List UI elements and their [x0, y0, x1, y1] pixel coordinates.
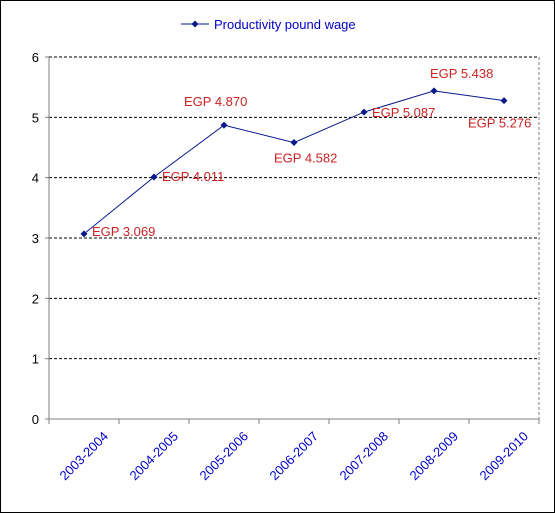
axes [45, 56, 540, 424]
x-tick-label-2003-2004: 2003-2004 [57, 429, 112, 484]
y-tick-label-2: 2 [32, 291, 39, 306]
data-label-2005-2006: EGP 4.870 [184, 94, 247, 109]
data-labels: EGP 3.069 EGP 4.011 EGP 4.870 EGP 4.582 EGP … [92, 66, 531, 239]
data-label-2006-2007: EGP 4.582 [274, 151, 337, 166]
y-tick-label-4: 4 [32, 171, 39, 186]
data-label-2004-2005: EGP 4.011 [162, 169, 224, 184]
data-label-2007-2008: EGP 5.087 [372, 105, 435, 120]
legend-label: Productivity pound wage [214, 17, 356, 32]
x-tick-label-2008-2009: 2008-2009 [407, 429, 462, 484]
x-tick-labels: 2003-2004 2004-2005 2005-2006 2006-2007 2007… [57, 429, 532, 484]
data-point-2007-2008 [360, 108, 368, 116]
y-tick-label-3: 3 [32, 231, 39, 246]
data-point-2004-2005 [150, 173, 158, 181]
data-point-2009-2010 [500, 97, 508, 105]
data-point-2003-2004 [80, 230, 88, 238]
gridlines [49, 56, 539, 360]
y-tick-label-5: 5 [32, 110, 39, 125]
y-tick-label-0: 0 [32, 412, 39, 427]
data-label-2009-2010: EGP 5.276 [468, 116, 531, 131]
series-productivity [80, 87, 508, 238]
y-tick-labels: 0 1 2 3 4 5 6 [32, 50, 39, 427]
data-label-2003-2004: EGP 3.069 [92, 224, 155, 239]
data-point-2006-2007 [290, 139, 298, 147]
legend-diamond-marker [191, 20, 199, 28]
x-tick-label-2005-2006: 2005-2006 [197, 429, 252, 484]
legend: Productivity pound wage [181, 17, 356, 32]
data-label-2008-2009: EGP 5.438 [430, 66, 493, 81]
data-point-2008-2009 [430, 87, 438, 95]
y-tick-label-1: 1 [32, 352, 39, 367]
y-tick-label-6: 6 [32, 50, 39, 65]
data-point-2005-2006 [220, 121, 228, 129]
x-tick-label-2006-2007: 2006-2007 [267, 429, 322, 484]
x-tick-label-2004-2005: 2004-2005 [127, 429, 182, 484]
x-tick-label-2007-2008: 2007-2008 [337, 429, 392, 484]
x-tick-label-2009-2010: 2009-2010 [477, 429, 532, 484]
